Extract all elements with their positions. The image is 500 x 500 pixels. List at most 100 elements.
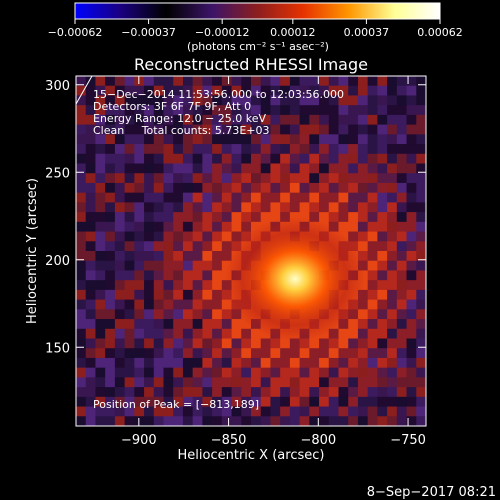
heatmap-cell bbox=[241, 114, 252, 126]
heatmap-cell bbox=[396, 251, 407, 262]
heatmap-cell bbox=[338, 182, 349, 194]
heatmap-cell bbox=[396, 124, 407, 135]
heatmap-cell bbox=[416, 319, 426, 330]
heatmap-cell bbox=[134, 357, 145, 369]
heatmap-cell bbox=[173, 95, 184, 106]
heatmap-cell bbox=[182, 114, 194, 126]
heatmap-cell bbox=[153, 192, 164, 203]
heatmap-cell bbox=[299, 173, 310, 184]
heatmap-cell bbox=[319, 416, 330, 426]
heatmap-cell bbox=[231, 202, 242, 213]
heatmap-cell bbox=[241, 319, 252, 330]
heatmap-cell bbox=[95, 280, 106, 291]
heatmap-cell bbox=[357, 309, 369, 320]
heatmap-cell bbox=[309, 406, 320, 417]
heatmap-cell bbox=[348, 192, 359, 203]
heatmap-cell bbox=[163, 348, 174, 359]
heatmap-cell bbox=[192, 348, 203, 359]
heatmap-cell bbox=[319, 367, 330, 378]
heatmap-cell bbox=[202, 406, 213, 417]
heatmap-cell bbox=[134, 396, 145, 407]
heatmap-cell bbox=[280, 114, 291, 126]
heatmap-cell bbox=[280, 85, 291, 96]
heatmap-cell bbox=[212, 241, 223, 252]
heatmap-cell bbox=[76, 182, 87, 194]
heatmap-cell bbox=[348, 221, 359, 232]
heatmap-cell bbox=[221, 76, 232, 87]
heatmap-cell bbox=[416, 280, 426, 291]
heatmap-cell bbox=[221, 182, 232, 194]
heatmap-cell bbox=[251, 105, 262, 116]
heatmap-cell bbox=[251, 357, 262, 369]
heatmap-cell bbox=[406, 192, 417, 203]
heatmap-cell bbox=[367, 289, 378, 301]
heatmap-cell bbox=[95, 144, 106, 155]
heatmap-cell bbox=[270, 367, 281, 378]
heatmap-cell bbox=[173, 163, 184, 174]
heatmap-cell bbox=[377, 95, 388, 106]
heatmap-cell bbox=[105, 163, 116, 174]
heatmap-cell bbox=[328, 367, 339, 378]
heatmap-cell bbox=[212, 153, 223, 164]
heatmap-cell bbox=[221, 396, 232, 407]
heatmap-cell bbox=[124, 328, 135, 339]
heatmap-cell bbox=[134, 241, 145, 252]
heatmap-cell bbox=[202, 338, 213, 349]
heatmap-cell bbox=[319, 387, 330, 398]
heatmap-cell bbox=[212, 416, 223, 426]
heatmap-cell bbox=[377, 367, 388, 378]
heatmap-cell bbox=[105, 231, 116, 242]
heatmap-cell bbox=[319, 348, 330, 359]
heatmap-cell bbox=[270, 212, 281, 223]
heatmap-cell bbox=[231, 357, 242, 369]
heatmap-cell bbox=[105, 221, 116, 232]
heatmap-cell bbox=[105, 280, 116, 291]
heatmap-cell bbox=[212, 396, 223, 407]
heatmap-cell bbox=[182, 221, 194, 232]
heatmap-cell bbox=[416, 416, 426, 426]
heatmap-cell bbox=[221, 144, 232, 155]
heatmap-cell bbox=[95, 396, 106, 407]
heatmap-cell bbox=[377, 319, 388, 330]
heatmap-cell bbox=[192, 105, 203, 116]
heatmap-cell bbox=[163, 406, 174, 417]
heatmap-cell bbox=[173, 192, 184, 203]
plot-frame bbox=[75, 75, 427, 427]
heatmap-cell bbox=[338, 396, 349, 407]
heatmap-cell bbox=[251, 406, 262, 417]
heatmap-cell bbox=[280, 396, 291, 407]
heatmap-cell bbox=[182, 338, 194, 349]
heatmap-cell bbox=[377, 202, 388, 213]
heatmap-cell bbox=[348, 348, 359, 359]
heatmap-cell bbox=[153, 260, 164, 271]
heatmap-cell bbox=[134, 377, 145, 388]
heatmap-cell bbox=[134, 221, 145, 232]
heatmap-cell bbox=[192, 367, 203, 378]
x-tick-label: −850 bbox=[211, 433, 247, 448]
heatmap-cell bbox=[367, 241, 378, 252]
heatmap-cell bbox=[163, 416, 174, 426]
colorbar-tick-label: 0.00037 bbox=[344, 26, 390, 39]
heatmap-cell bbox=[377, 348, 388, 359]
heatmap-cell bbox=[309, 367, 320, 378]
heatmap-cell bbox=[85, 124, 96, 135]
heatmap-cell bbox=[357, 406, 369, 417]
heatmap-cell bbox=[153, 212, 164, 223]
heatmap-cell bbox=[182, 105, 194, 116]
heatmap-cell bbox=[134, 182, 145, 194]
heatmap-cell bbox=[114, 251, 126, 262]
heatmap-cell bbox=[406, 270, 417, 281]
heatmap-cell bbox=[182, 182, 194, 194]
heatmap-cell bbox=[280, 367, 291, 378]
heatmap-cell bbox=[377, 406, 388, 417]
heatmap-cell bbox=[338, 328, 349, 339]
heatmap-cell bbox=[231, 328, 242, 339]
heatmap-cell bbox=[367, 173, 378, 184]
heatmap-cell bbox=[182, 95, 194, 106]
heatmap-cell bbox=[299, 95, 310, 106]
heatmap-cell bbox=[367, 319, 378, 330]
heatmap-cell bbox=[182, 367, 194, 378]
heatmap-cell bbox=[348, 338, 359, 349]
heatmap-cell bbox=[163, 367, 174, 378]
heatmap-cell bbox=[114, 144, 126, 155]
